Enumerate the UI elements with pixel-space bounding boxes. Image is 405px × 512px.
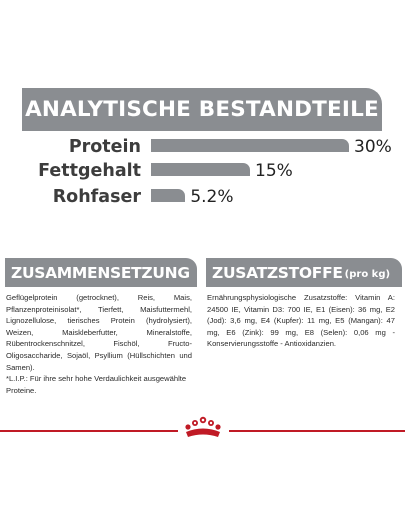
nutrient-label: Protein (68, 137, 141, 157)
nutrient-label: Fettgehalt (38, 161, 141, 181)
analysis-banner: ANALYTISCHE BESTANDTEILE (22, 88, 382, 131)
royal-canin-crown-icon (185, 416, 221, 437)
additives-text: Ernährungsphysiologische Zusatzstoffe: V… (207, 293, 395, 349)
composition-title: ZUSAMMENSETZUNG (11, 263, 190, 282)
composition-header: ZUSAMMENSETZUNG (5, 258, 197, 287)
nutrient-row-protein: Protein 30% (0, 134, 405, 160)
logo-divider-left (0, 430, 178, 432)
nutrient-bar (151, 139, 349, 152)
nutrient-label: Rohfaser (52, 187, 141, 207)
composition-ingredients: Geflügelprotein (getrocknet), Reis, Mais… (6, 293, 192, 372)
logo-divider-right (229, 430, 405, 432)
analysis-title: ANALYTISCHE BESTANDTEILE (25, 97, 379, 122)
additives-header: ZUSATZSTOFFE (pro kg) (206, 258, 402, 287)
nutrient-value: 15% (255, 161, 293, 181)
composition-text-block: Geflügelprotein (getrocknet), Reis, Mais… (6, 292, 192, 396)
additives-title: ZUSATZSTOFFE (212, 263, 343, 282)
nutrient-row-fettgehalt: Fettgehalt 15% (0, 158, 405, 184)
nutrient-value: 5.2% (190, 187, 234, 207)
composition-footnote: *L.I.P.: Für ihre sehr hohe Verdaulichke… (6, 374, 187, 395)
nutrient-bar (151, 163, 250, 176)
additives-text-block: Ernährungsphysiologische Zusatzstoffe: V… (207, 292, 395, 350)
nutrient-bar (151, 189, 186, 202)
nutrient-value: 30% (354, 137, 392, 157)
additives-title-suffix: (pro kg) (344, 268, 391, 280)
nutrient-row-rohfaser: Rohfaser 5.2% (0, 184, 405, 210)
